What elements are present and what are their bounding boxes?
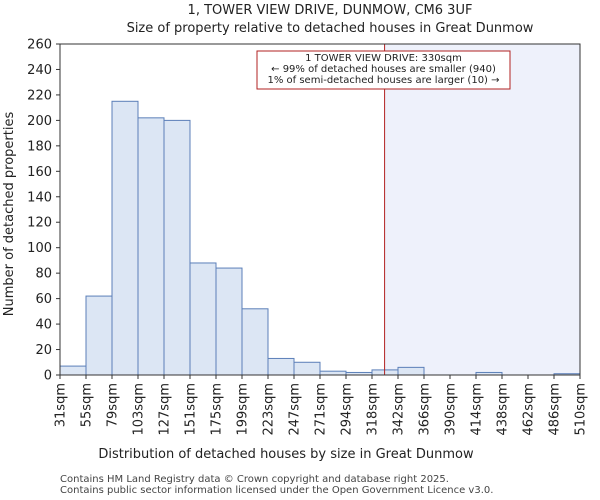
bar [189,262,217,376]
x-tick-label: 55sqm [80,383,95,427]
y-axis-label: Number of detached properties [2,112,17,317]
bars-group [59,100,581,376]
y-tick-label: 80 [35,267,52,282]
y-tick-label: 180 [27,139,52,154]
annotation-line3: 1% of semi-detached houses are larger (1… [267,75,499,86]
annotation-line2: ← 99% of detached houses are smaller (94… [271,64,496,75]
x-tick-label: 390sqm [444,383,459,436]
y-tick-label: 40 [35,318,52,333]
y-tick-label: 100 [27,241,52,256]
bar [293,361,321,376]
footer-line2: Contains public sector information licen… [60,485,494,496]
y-tick-label: 200 [27,114,52,129]
annotation-line1: 1 TOWER VIEW DRIVE: 330sqm [305,53,462,64]
x-axis-ticks: 31sqm 55sqm 79sqm 103sqm 127sqm 151sqm 175sqm 1… [54,375,589,436]
x-tick-label: 31sqm [54,383,69,427]
footer-line1: Contains HM Land Registry data © Crown c… [60,474,449,485]
x-tick-label: 271sqm [314,383,329,436]
y-tick-label: 20 [35,343,52,358]
bar [397,366,425,376]
bar [319,370,347,376]
x-tick-label: 366sqm [418,383,433,436]
bar [241,308,269,376]
chart-title-line2: Size of property relative to detached ho… [127,21,534,36]
y-tick-label: 60 [35,292,52,307]
x-axis-label: Distribution of detached houses by size … [98,447,474,462]
x-tick-label: 462sqm [522,383,537,436]
x-tick-label: 510sqm [574,383,589,436]
y-axis-ticks: 0 20 40 60 80 100 120 140 160 180 200 220 240 260 [27,38,60,384]
x-tick-label: 223sqm [262,383,277,436]
bar [137,117,165,376]
x-tick-label: 151sqm [184,383,199,436]
y-tick-label: 260 [27,38,52,53]
bar [59,365,87,376]
bar [85,295,113,376]
highlight-region [384,44,580,375]
x-tick-label: 199sqm [236,383,251,436]
x-tick-label: 414sqm [470,383,485,436]
x-tick-label: 318sqm [366,383,381,436]
y-tick-label: 160 [27,165,52,180]
x-tick-label: 103sqm [132,383,147,436]
y-tick-label: 0 [44,369,52,384]
x-tick-label: 79sqm [106,383,121,427]
y-tick-label: 220 [27,88,52,103]
x-tick-label: 294sqm [340,383,355,436]
chart-title-line1: 1, TOWER VIEW DRIVE, DUNMOW, CM6 3UF [188,3,473,18]
y-tick-label: 240 [27,63,52,78]
x-tick-label: 438sqm [496,383,511,436]
bar [163,119,191,376]
bar [215,267,243,376]
annotation-box [256,50,511,90]
x-tick-label: 247sqm [288,383,303,436]
bar [111,100,139,376]
x-tick-label: 127sqm [158,383,173,436]
bar [267,357,295,376]
x-tick-label: 175sqm [210,383,225,436]
x-tick-label: 342sqm [392,383,407,436]
x-tick-label: 486sqm [548,383,563,436]
y-tick-label: 140 [27,190,52,205]
y-tick-label: 120 [27,216,52,231]
